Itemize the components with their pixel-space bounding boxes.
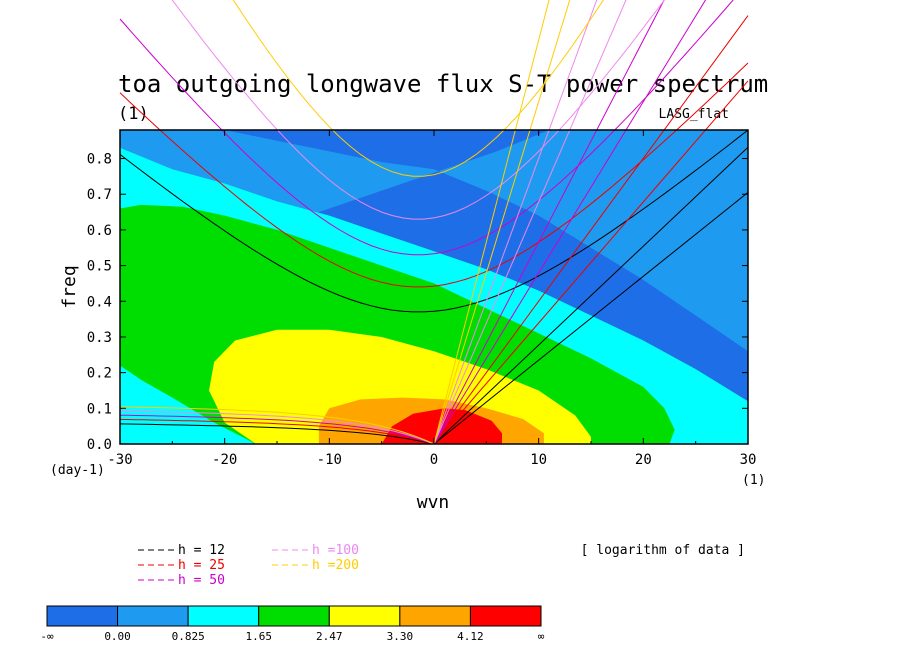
plot-area <box>120 130 748 444</box>
rossby-curve-h200 <box>120 406 435 444</box>
colorbar: -∞ 0.00 0.825 1.65 2.47 3.30 4.12 ∞ <box>40 605 545 643</box>
mrg-curve-h50 <box>433 0 665 444</box>
x-tick-label: 20 <box>635 452 652 468</box>
colorbar-swatch <box>399 605 471 627</box>
gravity-curve-h200 <box>232 0 604 177</box>
rossby-curve-h50 <box>120 414 435 444</box>
legend-label: h = 25 <box>178 558 225 573</box>
y-tick-label: 0.7 <box>87 187 112 203</box>
band-0.00 <box>120 130 748 352</box>
mrg-curve-h100 <box>433 0 598 444</box>
kelvin-curve-h200 <box>433 0 571 444</box>
colorbar-swatch <box>46 605 119 627</box>
colorbar-label: ∞ <box>538 630 545 643</box>
colorbar-swatch <box>258 605 330 627</box>
rossby-curve-h12 <box>120 423 435 444</box>
y-tick-label: 0.1 <box>87 401 112 417</box>
chart-title: toa outgoing longwave flux S-T power spe… <box>118 70 768 98</box>
colorbar-label: 4.12 <box>457 630 484 643</box>
colorbar-label: 2.47 <box>316 630 343 643</box>
colorbar-label: 3.30 <box>387 630 414 643</box>
kelvin-curve-h50 <box>433 0 707 444</box>
gravity-curve-h25 <box>119 62 749 288</box>
y-axis-label: freq <box>59 265 80 308</box>
x-tick-label: -20 <box>212 452 237 468</box>
y-tick-label: 0.3 <box>87 330 112 346</box>
y-unit-label: (day-1) <box>50 463 105 478</box>
colorbar-label: 1.65 <box>245 630 272 643</box>
legend-label: h =100 <box>312 543 359 558</box>
colorbar-swatch <box>328 605 401 627</box>
legend-label: h =200 <box>312 558 359 573</box>
mrg-curve-h25 <box>433 15 749 444</box>
y-tick-label: 0.5 <box>87 259 112 275</box>
y-tick-label: 0.0 <box>87 437 112 453</box>
legend-label: h = 50 <box>178 573 225 588</box>
colorbar-label: 0.00 <box>104 630 131 643</box>
x-tick-label: 30 <box>740 452 757 468</box>
colorbar-label: 0.825 <box>172 630 205 643</box>
data-note: [ logarithm of data ] <box>581 543 745 558</box>
y-tick-label: 0.8 <box>87 152 112 168</box>
colorbar-swatch <box>469 605 542 627</box>
colorbar-swatch <box>117 605 189 627</box>
x-unit-label: (1) <box>742 473 765 488</box>
kelvin-curve-h25 <box>433 80 749 444</box>
kelvin-curve-h100 <box>433 0 627 444</box>
kelvin-curve-h12 <box>433 192 749 444</box>
colorbar-swatch <box>187 605 260 627</box>
rossby-curve-h25 <box>120 418 435 444</box>
units-label: (1) <box>118 104 149 124</box>
y-tick-label: 0.4 <box>87 294 112 310</box>
y-tick-label: 0.2 <box>87 366 112 382</box>
rossby-curve-h100 <box>120 410 435 444</box>
gravity-curve-h100 <box>171 0 665 220</box>
y-tick-label: 0.6 <box>87 223 112 239</box>
x-tick-label: 10 <box>530 452 547 468</box>
x-tick-label: -10 <box>317 452 342 468</box>
x-tick-label: 0 <box>430 452 438 468</box>
x-tick-label: -30 <box>107 452 132 468</box>
mrg-curve-h200 <box>433 0 550 444</box>
legend-label: h = 12 <box>178 543 225 558</box>
colorbar-label: -∞ <box>40 630 54 643</box>
mrg-curve-h12 <box>433 146 749 444</box>
x-axis-label: wvn <box>417 492 450 513</box>
gravity-curve-h12 <box>119 129 749 313</box>
